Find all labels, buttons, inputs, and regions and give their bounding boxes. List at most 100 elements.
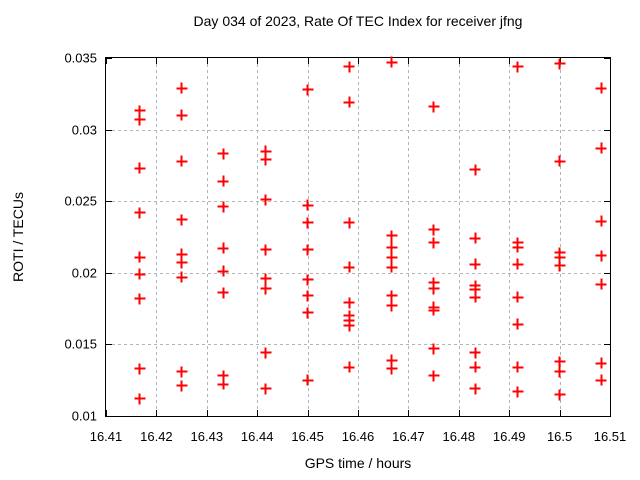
y-tick-mark — [106, 272, 112, 274]
x-tick-label: 16.47 — [392, 429, 425, 444]
data-point — [386, 261, 398, 273]
x-tick-label: 16.49 — [492, 429, 526, 444]
data-point — [343, 297, 355, 309]
y-tick-mark — [106, 201, 112, 203]
y-tick-mark — [106, 129, 112, 131]
data-point — [302, 217, 314, 229]
data-point — [512, 61, 524, 73]
x-tick-label: 16.43 — [190, 429, 224, 444]
data-point — [595, 374, 607, 386]
x-axis-label: GPS time / hours — [304, 455, 412, 471]
horizontal-gridline — [106, 344, 610, 346]
data-point — [469, 383, 481, 395]
data-point — [343, 96, 355, 108]
data-point — [302, 290, 314, 302]
x-tick-mark — [358, 410, 359, 416]
x-tick-label: 16.41 — [89, 429, 123, 444]
data-point — [469, 291, 481, 303]
x-tick-label: 16.44 — [240, 429, 274, 444]
data-point — [469, 361, 481, 373]
vertical-gridline — [307, 58, 309, 416]
vertical-gridline — [509, 58, 511, 416]
horizontal-gridline — [106, 129, 610, 131]
vertical-gridline — [559, 58, 561, 416]
data-point — [260, 273, 272, 285]
vertical-gridline — [458, 58, 460, 416]
data-point — [134, 251, 146, 263]
data-point — [512, 241, 524, 253]
x-tick-mark — [257, 58, 259, 64]
data-point — [386, 241, 398, 253]
x-tick-mark — [307, 58, 309, 64]
data-point — [595, 357, 607, 369]
y-tick-label: 0.01 — [71, 408, 97, 424]
data-point — [176, 82, 188, 94]
data-point — [302, 199, 314, 211]
vertical-gridline — [206, 58, 208, 416]
data-point — [134, 207, 146, 219]
x-tick-label: 16.48 — [442, 429, 476, 444]
data-point — [260, 244, 272, 256]
x-tick-label: 16.42 — [140, 429, 173, 444]
data-point — [469, 347, 481, 359]
data-point — [595, 250, 607, 262]
data-point — [217, 242, 229, 254]
data-point — [512, 258, 524, 270]
data-point — [554, 389, 566, 401]
x-tick-mark — [106, 58, 107, 64]
data-point — [343, 217, 355, 229]
x-tick-mark — [610, 58, 611, 64]
data-point — [512, 291, 524, 303]
x-tick-mark — [156, 410, 158, 416]
x-tick-mark — [257, 410, 259, 416]
plot-area — [105, 56, 611, 417]
x-tick-mark — [559, 410, 561, 416]
data-point — [134, 363, 146, 375]
data-point — [469, 164, 481, 176]
data-point — [343, 61, 355, 73]
y-tick-label: 0.03 — [71, 122, 97, 138]
vertical-gridline — [257, 58, 259, 416]
y-tick-mark — [106, 416, 112, 417]
data-point — [386, 290, 398, 302]
data-point — [217, 265, 229, 277]
data-point — [302, 374, 314, 386]
data-point — [134, 293, 146, 305]
y-tick-label: 0.02 — [71, 265, 97, 281]
data-point — [343, 320, 355, 332]
x-tick-mark — [307, 410, 309, 416]
data-point — [554, 155, 566, 167]
data-point — [260, 154, 272, 166]
data-point — [176, 271, 188, 283]
x-tick-mark — [206, 410, 208, 416]
data-point — [595, 82, 607, 94]
data-point — [302, 307, 314, 319]
data-point — [428, 101, 440, 113]
x-tick-mark — [408, 410, 410, 416]
x-tick-mark — [509, 58, 511, 64]
data-point — [428, 343, 440, 355]
data-point — [134, 105, 146, 117]
data-point — [512, 318, 524, 330]
data-point — [176, 155, 188, 167]
y-tick-label: 0.025 — [64, 193, 97, 209]
data-point — [428, 283, 440, 295]
data-point — [134, 162, 146, 174]
data-point — [217, 378, 229, 390]
data-point — [302, 274, 314, 286]
data-point — [134, 114, 146, 126]
y-tick-mark — [106, 58, 112, 59]
data-point — [554, 366, 566, 378]
data-point — [554, 251, 566, 263]
data-point — [428, 304, 440, 316]
data-point — [134, 268, 146, 280]
data-point — [386, 251, 398, 263]
data-point — [260, 283, 272, 295]
y-tick-mark — [604, 129, 610, 131]
y-tick-mark — [106, 344, 112, 346]
data-point — [595, 142, 607, 154]
data-point — [469, 284, 481, 296]
data-point — [554, 356, 566, 368]
data-point — [176, 380, 188, 392]
